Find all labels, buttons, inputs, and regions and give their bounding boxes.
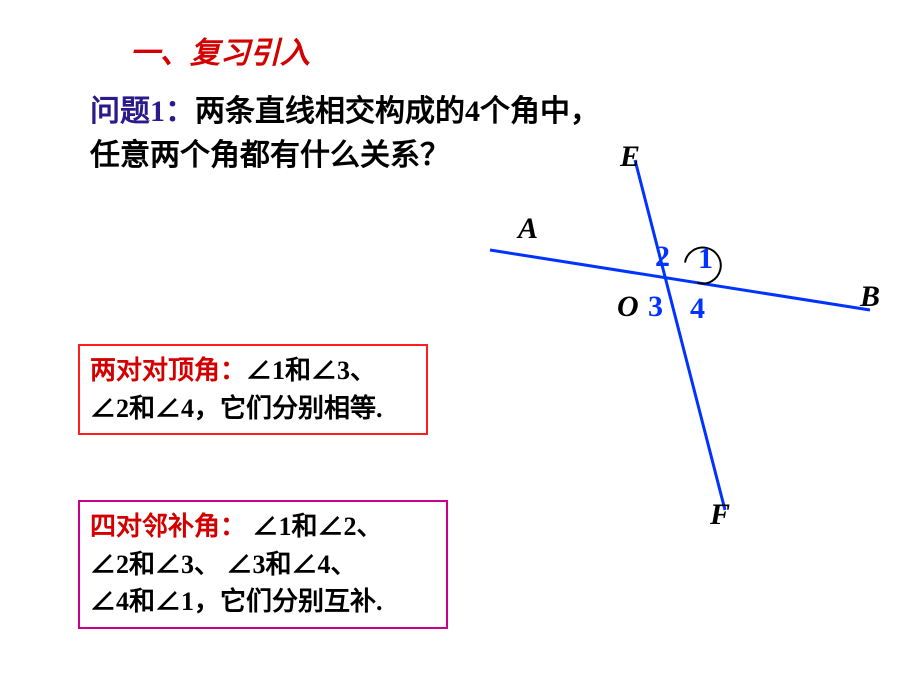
angle-num-4: 4: [690, 292, 705, 326]
supplementary-angles-box: 四对邻补角： ∠1和∠2、 ∠2和∠3、 ∠3和∠4、 ∠4和∠1，它们分别互补…: [78, 500, 448, 629]
supp-body1: ∠1和∠2、: [246, 512, 383, 541]
line-EF: [635, 160, 725, 510]
vertical-angles-box: 两对对顶角：∠1和∠3、 ∠2和∠4，它们分别相等.: [78, 344, 428, 435]
intersecting-lines-diagram: A B E F O 1 2 3 4: [470, 150, 890, 530]
label-F: F: [710, 498, 730, 532]
label-B: B: [860, 280, 880, 314]
angle-num-3: 3: [648, 290, 663, 324]
vertical-title: 两对对顶角：: [90, 356, 246, 385]
supp-title: 四对邻补角：: [90, 512, 246, 541]
label-E: E: [620, 140, 640, 174]
line-AB: [490, 250, 870, 310]
angle-num-2: 2: [655, 240, 670, 274]
label-O: O: [617, 290, 639, 324]
supp-body2: ∠2和∠3、 ∠3和∠4、: [90, 550, 357, 579]
label-A: A: [518, 212, 538, 246]
question-prefix: 问题1：: [90, 95, 195, 128]
angle-num-1: 1: [698, 242, 713, 276]
question-line1: 两条直线相交构成的4个角中，: [195, 95, 600, 128]
section-heading: 一、复习引入: [130, 28, 310, 72]
diagram-svg: [470, 150, 890, 530]
supp-body3: ∠4和∠1，它们分别互补.: [90, 587, 383, 616]
question-line2: 任意两个角都有什么关系？: [90, 139, 450, 172]
vertical-body1: ∠1和∠3、: [246, 356, 376, 385]
vertical-body2: ∠2和∠4，它们分别相等.: [90, 394, 383, 423]
